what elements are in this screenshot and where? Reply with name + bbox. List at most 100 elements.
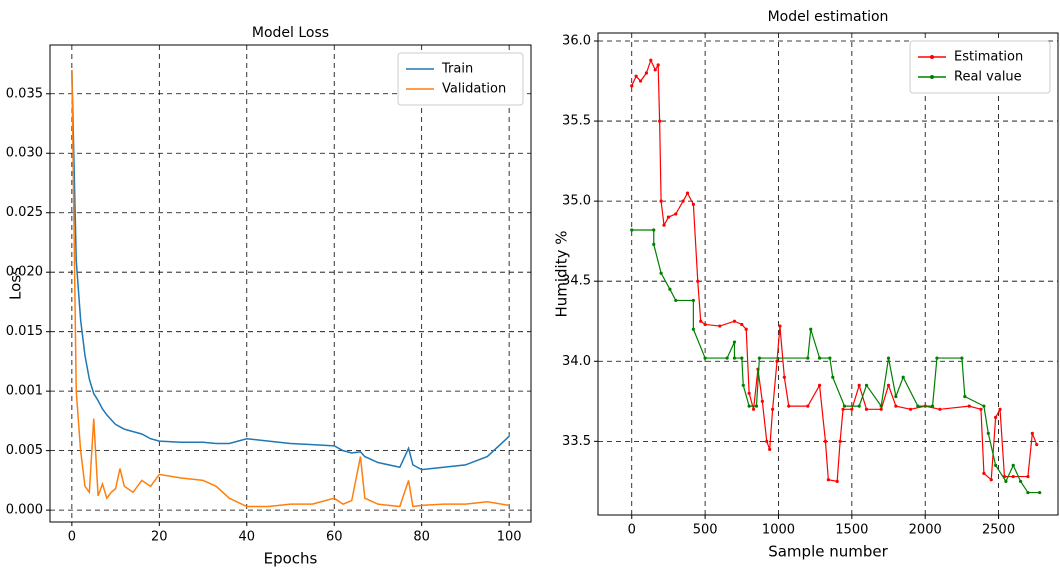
marker bbox=[630, 84, 634, 88]
y-tick-label: 35.5 bbox=[562, 114, 591, 129]
marker bbox=[806, 404, 810, 408]
x-tick-label: 60 bbox=[326, 530, 343, 545]
y-tick-label: 0.035 bbox=[6, 86, 43, 101]
marker bbox=[754, 404, 759, 408]
x-tick-label: 100 bbox=[497, 530, 522, 545]
marker bbox=[768, 447, 772, 451]
marker bbox=[630, 228, 634, 232]
marker bbox=[841, 407, 845, 411]
marker bbox=[718, 324, 722, 328]
marker bbox=[740, 356, 744, 360]
y-tick-label: 0.015 bbox=[6, 324, 43, 339]
marker bbox=[998, 407, 1002, 411]
marker bbox=[732, 340, 737, 344]
y-tick-label: 0.020 bbox=[6, 265, 43, 280]
marker bbox=[1011, 474, 1015, 479]
marker bbox=[879, 407, 883, 411]
marker bbox=[857, 383, 861, 387]
marker bbox=[826, 478, 830, 482]
marker bbox=[809, 327, 813, 331]
marker bbox=[989, 478, 993, 482]
marker bbox=[986, 431, 990, 435]
marker bbox=[634, 74, 638, 78]
marker bbox=[668, 287, 672, 291]
marker bbox=[982, 404, 986, 408]
x-tick-label: 2000 bbox=[909, 523, 942, 538]
marker bbox=[838, 439, 842, 443]
marker bbox=[782, 375, 786, 379]
marker bbox=[916, 404, 920, 408]
marker bbox=[732, 319, 737, 323]
marker bbox=[864, 407, 869, 411]
marker bbox=[994, 415, 998, 419]
marker bbox=[666, 215, 671, 219]
marker bbox=[732, 356, 737, 360]
marker bbox=[696, 279, 700, 283]
marker bbox=[886, 383, 891, 387]
marker bbox=[725, 356, 729, 360]
marker bbox=[751, 407, 756, 411]
marker bbox=[1018, 479, 1023, 483]
marker bbox=[747, 391, 751, 395]
x-tick-label: 500 bbox=[693, 523, 718, 538]
x-tick-label: 0 bbox=[68, 530, 76, 545]
marker bbox=[842, 404, 847, 408]
legend-marker bbox=[930, 55, 934, 59]
marker bbox=[817, 383, 822, 387]
marker bbox=[850, 407, 854, 411]
y-tick-label: 36.0 bbox=[562, 34, 591, 49]
x-axis-label: Epochs bbox=[264, 550, 318, 568]
marker bbox=[963, 394, 967, 399]
marker bbox=[659, 271, 663, 275]
y-tick-label: 34.5 bbox=[562, 274, 591, 289]
marker bbox=[741, 383, 745, 387]
y-tick-label: 33.5 bbox=[562, 434, 591, 449]
marker bbox=[691, 202, 695, 206]
y-tick-label: 34.0 bbox=[562, 354, 591, 369]
x-tick-label: 2500 bbox=[982, 523, 1015, 538]
marker bbox=[757, 356, 762, 360]
x-axis-label: Sample number bbox=[768, 543, 888, 561]
y-tick-label: 0.001 bbox=[6, 384, 43, 399]
x-tick-label: 20 bbox=[151, 530, 168, 545]
marker bbox=[982, 471, 986, 475]
marker bbox=[823, 439, 828, 443]
marker bbox=[747, 404, 751, 408]
series-line bbox=[631, 229, 1040, 494]
series-line bbox=[631, 58, 1038, 483]
marker bbox=[691, 327, 695, 331]
marker bbox=[864, 383, 869, 387]
chart-title: Model Loss bbox=[252, 25, 329, 41]
y-axis-label: Humidity % bbox=[553, 230, 571, 317]
marker bbox=[1035, 442, 1039, 447]
plot-frame bbox=[49, 44, 532, 523]
marker bbox=[703, 356, 707, 360]
marker bbox=[760, 399, 764, 403]
x-tick-label: 40 bbox=[238, 530, 255, 545]
marker bbox=[857, 404, 861, 408]
marker bbox=[806, 356, 810, 360]
marker bbox=[1011, 463, 1015, 467]
marker bbox=[967, 404, 971, 408]
marker bbox=[691, 298, 695, 303]
legend-box bbox=[397, 52, 524, 106]
marker bbox=[775, 359, 779, 363]
marker bbox=[828, 356, 832, 360]
marker bbox=[787, 404, 791, 408]
marker bbox=[1026, 490, 1030, 495]
marker bbox=[894, 394, 898, 399]
y-tick-label: 0.030 bbox=[6, 146, 43, 161]
marker bbox=[765, 439, 769, 443]
y-tick-label: 35.0 bbox=[562, 194, 591, 209]
marker bbox=[644, 71, 649, 75]
marker bbox=[960, 356, 964, 360]
marker bbox=[994, 463, 998, 467]
marker bbox=[662, 223, 666, 227]
x-tick-label: 1500 bbox=[835, 523, 868, 538]
plot-frame bbox=[597, 32, 1059, 516]
marker bbox=[649, 58, 653, 62]
marker bbox=[771, 407, 775, 411]
legend-label: Estimation bbox=[954, 50, 1023, 65]
marker bbox=[938, 407, 942, 411]
